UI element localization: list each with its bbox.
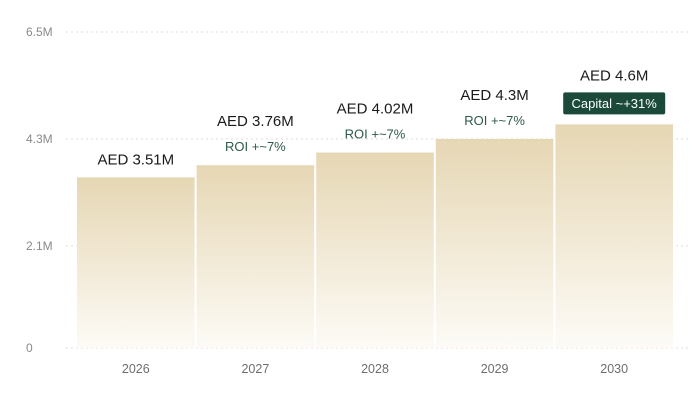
value-label-2026: AED 3.51M (97, 151, 174, 168)
x-tick-label-2027: 2027 (241, 362, 269, 376)
bar-2029 (435, 138, 554, 348)
bar-2027 (196, 165, 315, 348)
bar-labels: AED 3.51M AED 3.76M ROI +~7% AED 4.02M ROI +… (97, 67, 666, 168)
annotation-badge-2030 (563, 92, 666, 115)
bar-2030 (555, 124, 673, 348)
y-axis-ticks: 0 2.1M 4.3M 6.5M (26, 25, 53, 355)
annotation-2027: ROI +~7% (225, 139, 286, 154)
y-tick-label: 4.3M (26, 132, 53, 146)
x-tick-label-2028: 2028 (361, 362, 389, 376)
x-tick-label-2029: 2029 (481, 362, 509, 376)
annotation-badge-text-2030: Capital ~+31% (572, 96, 658, 111)
annotation-2029: ROI +~7% (464, 113, 525, 128)
x-tick-label-2030: 2030 (600, 362, 628, 376)
y-tick-label: 6.5M (26, 25, 53, 39)
bar-2026 (77, 177, 195, 348)
value-label-2028: AED 4.02M (337, 101, 414, 118)
y-tick-label: 2.1M (26, 239, 53, 253)
value-label-2029: AED 4.3M (460, 87, 528, 104)
value-label-2027: AED 3.76M (217, 113, 294, 130)
x-axis-ticks: 2026 2027 2028 2029 2030 (122, 362, 628, 376)
bars (77, 124, 673, 348)
y-tick-label: 0 (26, 341, 33, 355)
x-tick-label-2026: 2026 (122, 362, 150, 376)
annotation-2028: ROI +~7% (345, 127, 406, 142)
value-label-2030: AED 4.6M (580, 67, 648, 84)
bar-2028 (316, 152, 434, 348)
